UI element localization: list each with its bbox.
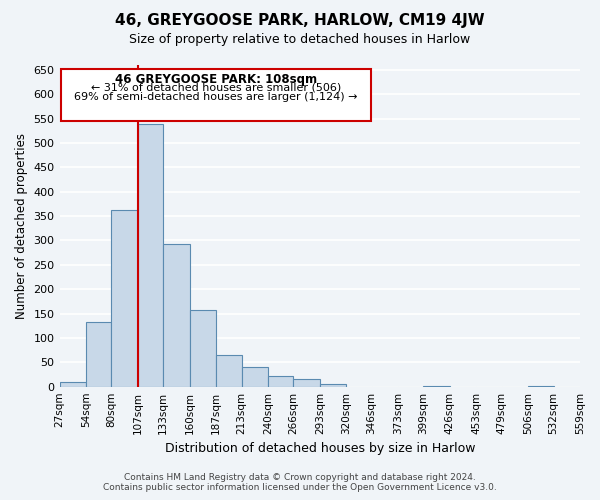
Text: Contains HM Land Registry data © Crown copyright and database right 2024.
Contai: Contains HM Land Registry data © Crown c… bbox=[103, 473, 497, 492]
Bar bbox=[138, 124, 163, 386]
FancyBboxPatch shape bbox=[61, 69, 371, 121]
Text: Size of property relative to detached houses in Harlow: Size of property relative to detached ho… bbox=[130, 32, 470, 46]
Bar bbox=[163, 244, 190, 386]
Bar bbox=[268, 376, 293, 386]
Bar bbox=[190, 310, 216, 386]
Bar bbox=[59, 382, 86, 386]
Bar bbox=[320, 384, 346, 386]
Text: ← 31% of detached houses are smaller (506): ← 31% of detached houses are smaller (50… bbox=[91, 82, 341, 92]
Bar bbox=[86, 322, 112, 386]
X-axis label: Distribution of detached houses by size in Harlow: Distribution of detached houses by size … bbox=[164, 442, 475, 455]
Text: 69% of semi-detached houses are larger (1,124) →: 69% of semi-detached houses are larger (… bbox=[74, 92, 358, 102]
Bar bbox=[112, 210, 138, 386]
Bar bbox=[293, 380, 320, 386]
Y-axis label: Number of detached properties: Number of detached properties bbox=[15, 133, 28, 319]
Bar bbox=[216, 355, 242, 386]
Text: 46 GREYGOOSE PARK: 108sqm: 46 GREYGOOSE PARK: 108sqm bbox=[115, 73, 317, 86]
Text: 46, GREYGOOSE PARK, HARLOW, CM19 4JW: 46, GREYGOOSE PARK, HARLOW, CM19 4JW bbox=[115, 12, 485, 28]
Bar bbox=[242, 367, 268, 386]
